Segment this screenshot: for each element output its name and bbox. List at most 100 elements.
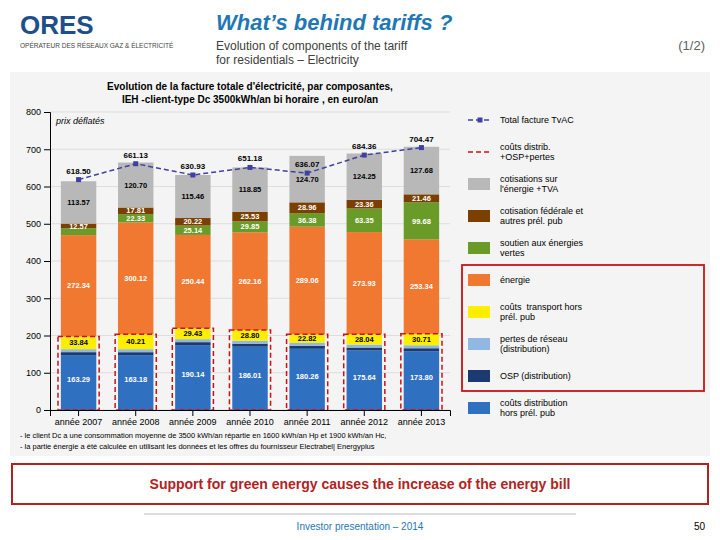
data-label: 651.18 [238,154,263,163]
legend-item: OSP (distribution) [468,370,571,382]
bar-segment [289,227,324,335]
tick-label: année 2009 [169,417,217,427]
x-tick: année 2012 [341,410,389,427]
footer-divider [144,514,576,515]
legend-label: cotisations surl'énergie +TVA [500,174,558,194]
line-marker [248,165,253,170]
tick-label: 800 [26,107,41,117]
legend-label: OSP (distribution) [500,371,571,381]
data-label: 636.07 [295,160,320,169]
data-label: 630.93 [181,162,206,171]
legend-swatch [468,210,490,222]
bar-segment [175,342,210,345]
data-label: 704.47 [409,135,434,144]
legend-label: soutien aux énergiesvertes [500,238,584,258]
outline-frame [229,330,270,410]
legend-label: coûts distributionhors prél. pub [500,398,568,418]
x-tick: année 2008 [112,410,160,427]
bar-segment [404,345,439,348]
tick-label: 100 [26,368,41,378]
line-marker [133,161,138,166]
legend-marker [478,118,483,123]
tick-mark [307,410,308,416]
legend-swatch [468,370,490,382]
tick-label: année 2007 [55,417,103,427]
data-label: 272.34 [67,281,91,290]
data-label: 684.36 [352,142,377,151]
data-label: 30.71 [412,335,431,344]
axis-domain [44,113,51,411]
bar-segment [404,194,439,202]
annotation: prix déflatés [55,116,105,126]
tick-mark [44,298,50,299]
bar-series [61,222,439,336]
line-marker [419,145,424,150]
y-tick: 700 [26,145,50,155]
tick-label: année 2013 [398,417,446,427]
data-label: 289.06 [296,276,319,285]
data-label: 23.36 [355,200,374,209]
data-label: 17.81 [126,206,145,215]
data-label: 113.57 [67,198,90,207]
data-label: 115.46 [182,192,205,201]
y-axis: 0100200300400500600700800 [26,107,51,415]
legend-item: coûts transport horsprél. pub [468,302,583,322]
bar-segment [175,226,210,235]
data-label: 124.25 [353,172,376,181]
outline-frame [344,334,385,410]
bar-segment [404,202,439,239]
data-label: 12.57 [69,222,88,231]
bar-segment [118,222,153,334]
legend-item: énergie [468,274,530,286]
bar-segment [232,330,267,341]
chart-title: Evolution de la facture totale d'électri… [107,81,393,92]
bar-segment [347,208,382,232]
x-tick: année 2013 [398,410,446,427]
data-label: 28.96 [298,203,317,212]
outline-frame [401,334,442,410]
tick-mark [44,410,50,411]
bar-segment [118,334,153,349]
x-tick: année 2007 [55,410,103,427]
outline-frame [58,337,99,410]
tick-mark [135,410,136,416]
data-label: 175.64 [353,373,377,382]
data-label: 29.85 [241,222,260,231]
data-label: 186.01 [239,371,262,380]
data-label: 300.12 [124,274,147,283]
header-subtitle: Evolution of components of the tariff [216,39,408,53]
bar-segment [347,351,382,410]
bar-segment [404,334,439,345]
tick-mark [44,261,50,262]
tick-label: année 2011 [284,417,331,427]
data-label: 28.80 [241,331,260,340]
data-label: 163.18 [124,375,147,384]
bar-segment [289,334,324,343]
bar-segment [232,344,267,347]
data-label: 120.70 [124,181,147,190]
y-tick: 100 [26,368,50,378]
outline-frame [172,328,213,410]
data-label: 163.29 [67,375,90,384]
legend: Total facture TvACcoûts distrib.+OSP+per… [462,115,704,418]
tick-label: année 2008 [112,417,160,427]
legend-item: cotisations surl'énergie +TVA [468,174,558,194]
tick-label: année 2012 [341,417,389,427]
bar-segment [61,355,96,410]
data-label: 22.82 [298,334,317,343]
chart-page: ORESOPÉRATEUR DES RÉSEAUX GAZ & ÉLECTRIC… [0,0,720,540]
note: - le client Dc a une consommation moyenn… [20,431,386,440]
data-label: 190.14 [181,370,205,379]
data-label: 661.13 [123,151,148,160]
bar-segment [175,218,210,226]
y-tick: 300 [26,294,50,304]
bar-segment [118,355,153,410]
tick-mark [44,336,50,337]
marks [58,145,442,410]
legend-item: coûts distrib.+OSP+pertes [468,142,555,162]
chart-subtitle: IEH -client-type Dc 3500kWh/an bi horair… [122,94,378,105]
note: - la partie énergie a été calculée en ut… [20,442,375,451]
header-title: What’s behind tariffs ? [216,10,452,35]
tick-label: 300 [26,294,41,304]
legend-swatch [468,151,492,153]
